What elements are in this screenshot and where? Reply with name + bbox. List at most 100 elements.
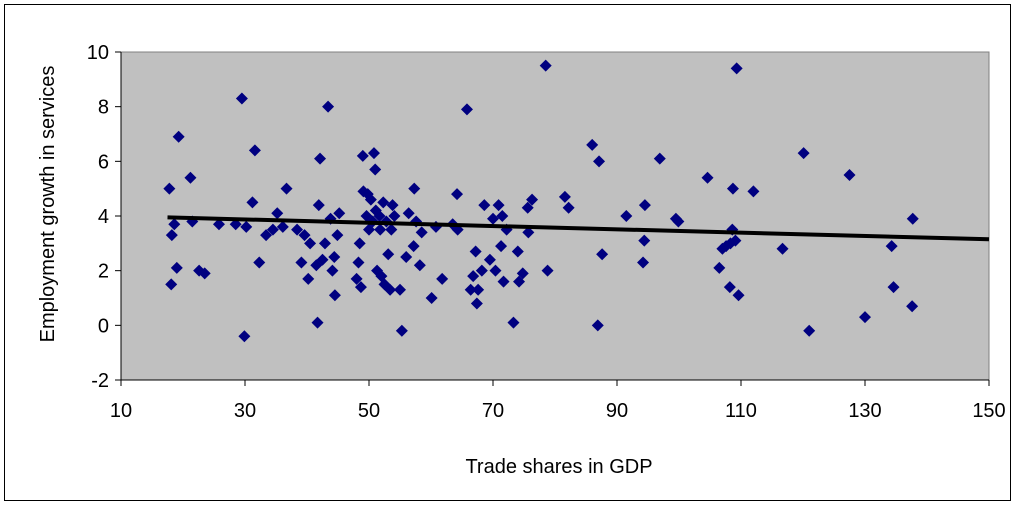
data-point (165, 229, 178, 242)
y-tick-label: 2 (98, 261, 109, 283)
data-point (356, 149, 369, 162)
data-point (271, 207, 284, 220)
data-point (885, 240, 898, 253)
data-point (496, 210, 509, 222)
data-point (352, 256, 365, 269)
data-point (843, 169, 856, 181)
data-point (311, 316, 324, 329)
data-point (713, 261, 726, 274)
y-tick-label: 0 (98, 315, 109, 337)
data-point (322, 100, 335, 113)
data-point (354, 281, 367, 294)
data-point (732, 289, 745, 302)
data-point (464, 283, 477, 296)
data-point (312, 199, 325, 212)
data-point (353, 237, 366, 250)
data-point (507, 316, 520, 329)
data-point (747, 185, 760, 198)
y-tick-label: 4 (98, 206, 109, 228)
data-point (492, 199, 505, 212)
data-point (413, 259, 426, 272)
data-point (168, 218, 181, 231)
data-point (386, 199, 399, 212)
data-point (248, 144, 261, 157)
data-point (472, 283, 485, 296)
data-point (516, 267, 529, 280)
data-point (407, 240, 420, 253)
data-point (328, 251, 341, 263)
y-axis-title: Employment growth in services (37, 66, 59, 343)
data-point (394, 283, 406, 296)
data-point (469, 245, 482, 258)
data-point (539, 59, 552, 72)
y-axis-ticks: -2 0 2 4 6 8 10 (87, 42, 121, 392)
data-point (478, 199, 491, 212)
data-point (331, 229, 344, 242)
data-point (436, 272, 449, 285)
data-point (797, 147, 810, 160)
data-point (637, 256, 650, 269)
data-point (198, 267, 211, 280)
data-point (382, 248, 395, 261)
data-points (163, 59, 919, 343)
data-point (723, 281, 736, 294)
data-point (467, 270, 480, 283)
data-point (562, 201, 575, 214)
data-point (280, 182, 293, 195)
y-tick-label: 6 (98, 151, 109, 173)
x-tick-label: 90 (606, 400, 628, 422)
data-point (415, 226, 428, 239)
data-point (558, 190, 571, 203)
data-point (489, 264, 502, 277)
trend-line (167, 215, 990, 242)
data-point (776, 242, 789, 255)
data-point (586, 138, 599, 151)
data-point (475, 264, 488, 277)
data-point (803, 324, 816, 337)
data-point (367, 147, 380, 160)
data-point (316, 253, 329, 266)
x-axis-title: Trade shares in GDP (465, 456, 652, 478)
data-point (425, 292, 438, 304)
data-point (384, 283, 397, 296)
data-point (541, 264, 554, 277)
data-point (369, 163, 382, 176)
data-point (526, 193, 539, 206)
data-point (298, 229, 311, 242)
data-point (385, 223, 398, 236)
plot-area (120, 51, 990, 381)
data-point (350, 272, 363, 285)
data-point (304, 237, 317, 250)
data-point (511, 245, 524, 258)
data-point (521, 201, 534, 214)
x-tick-label: 30 (234, 400, 256, 422)
data-point (859, 311, 871, 324)
x-tick-label: 130 (848, 400, 881, 422)
data-point (163, 182, 176, 195)
data-point (593, 155, 606, 168)
data-point (184, 171, 197, 184)
y-tick-label: -2 (91, 370, 109, 392)
x-tick-label: 50 (358, 400, 380, 422)
data-point (487, 212, 499, 225)
data-point (314, 152, 327, 165)
data-point (395, 324, 408, 337)
data-point (373, 210, 386, 222)
data-point (402, 207, 415, 220)
data-point (246, 196, 259, 209)
y-tick-label: 10 (87, 42, 109, 64)
data-point (318, 237, 331, 250)
data-point (497, 275, 510, 288)
data-point (235, 92, 248, 105)
data-point (238, 330, 251, 343)
data-point (726, 182, 739, 195)
x-tick-label: 110 (725, 400, 757, 422)
data-point (253, 256, 266, 269)
x-axis-ticks: 10 30 50 70 90 110 130 150 (110, 380, 1006, 422)
x-tick-label: 70 (482, 400, 504, 422)
data-point (172, 130, 185, 143)
data-point (266, 223, 279, 236)
data-point (212, 218, 225, 231)
data-point (388, 210, 401, 222)
